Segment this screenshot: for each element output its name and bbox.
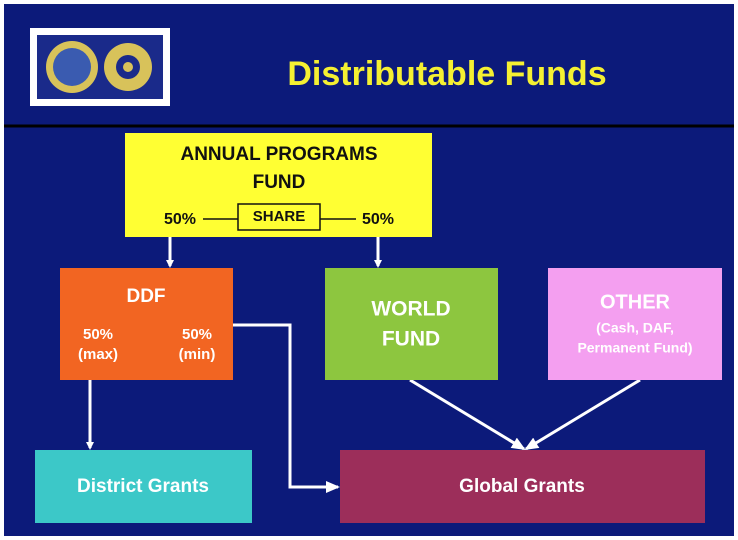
other-label: Permanent Fund) bbox=[577, 340, 692, 356]
share-box bbox=[237, 203, 321, 231]
global-grants-box bbox=[340, 450, 705, 523]
other-label: (Cash, DAF, bbox=[596, 320, 674, 336]
district-grants-box bbox=[35, 450, 252, 523]
ddf-label: DDF bbox=[126, 286, 165, 307]
annual-fund-label: ANNUAL PROGRAMS bbox=[180, 144, 377, 165]
arrows bbox=[86, 237, 641, 493]
ddf-share: 50% bbox=[83, 326, 113, 343]
share-percent: 50% bbox=[362, 211, 394, 228]
global-grants-label: Global Grants bbox=[459, 476, 585, 497]
share-label: SHARE bbox=[253, 208, 306, 225]
other-box bbox=[548, 268, 722, 380]
ddf-share: (min) bbox=[179, 346, 216, 363]
annual-fund-label: FUND bbox=[253, 172, 306, 193]
logo bbox=[30, 28, 170, 106]
world-fund-label: WORLD bbox=[371, 298, 450, 321]
district-grants-label: District Grants bbox=[77, 476, 209, 497]
title: Distributable Funds bbox=[287, 55, 606, 93]
ddf-box bbox=[60, 268, 233, 380]
ddf-share: 50% bbox=[182, 326, 212, 343]
ddf-share: (max) bbox=[78, 346, 118, 363]
world-fund-box bbox=[325, 268, 498, 380]
other-label: OTHER bbox=[600, 291, 671, 313]
world-fund-label: FUND bbox=[382, 328, 440, 351]
share-percent: 50% bbox=[164, 211, 196, 228]
annual-fund-box bbox=[125, 133, 432, 237]
